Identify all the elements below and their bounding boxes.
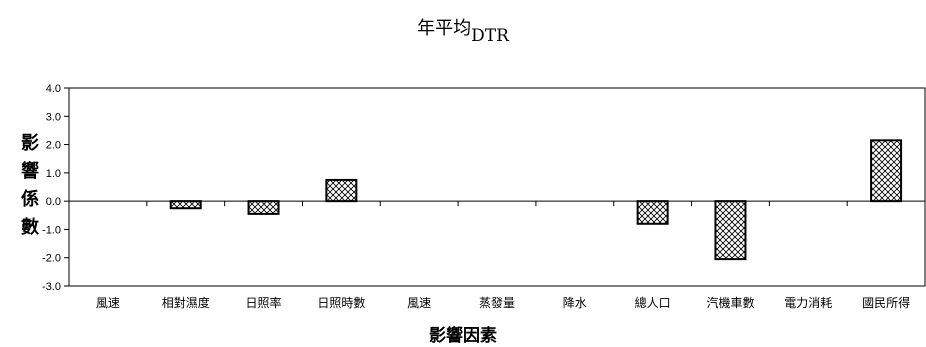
y-axis-label-char: 係 bbox=[21, 189, 39, 210]
x-axis-label: 影響因素 bbox=[429, 326, 497, 346]
x-tick-label: 相對濕度 bbox=[162, 295, 210, 310]
chart-title-subscript: DTR bbox=[471, 26, 509, 46]
y-tick-label: 0.0 bbox=[46, 196, 61, 208]
bar bbox=[714, 200, 747, 261]
y-axis-label: 影響係數 bbox=[18, 130, 42, 242]
bar bbox=[247, 200, 280, 215]
y-tick-label: 4.0 bbox=[46, 83, 61, 95]
x-tick-label: 國民所得 bbox=[862, 295, 910, 310]
chart-title: 年平均DTR bbox=[0, 14, 926, 46]
x-tick-label: 日照時數 bbox=[317, 296, 365, 310]
x-tick-label: 總人口 bbox=[635, 295, 671, 310]
y-axis-label-char: 數 bbox=[21, 217, 39, 238]
y-tick-label: 1.0 bbox=[46, 168, 61, 180]
x-tick-label: 蒸發量 bbox=[479, 295, 515, 310]
plot-area-frame bbox=[68, 87, 926, 287]
x-tick-label: 風速 bbox=[96, 296, 120, 310]
y-tick-label: -3.0 bbox=[42, 281, 61, 293]
y-tick-label: 2.0 bbox=[46, 140, 61, 152]
chart-title-main: 年平均 bbox=[417, 18, 472, 39]
bar bbox=[325, 178, 358, 203]
y-axis-label-char: 響 bbox=[21, 161, 39, 182]
y-tick-label: -2.0 bbox=[42, 253, 61, 265]
bar bbox=[870, 139, 903, 203]
y-axis-label-char: 影 bbox=[21, 133, 39, 154]
y-tick-label: 3.0 bbox=[46, 111, 61, 123]
x-tick-label: 日照率 bbox=[246, 295, 282, 310]
x-tick-label: 電力消耗 bbox=[784, 296, 832, 310]
x-tick-label: 降水 bbox=[563, 296, 587, 310]
x-tick-label: 汽機車數 bbox=[706, 295, 754, 310]
bar bbox=[169, 200, 202, 210]
y-tick-label: -1.0 bbox=[42, 224, 61, 236]
bar bbox=[636, 200, 669, 225]
x-tick-label: 風速 bbox=[407, 296, 431, 310]
